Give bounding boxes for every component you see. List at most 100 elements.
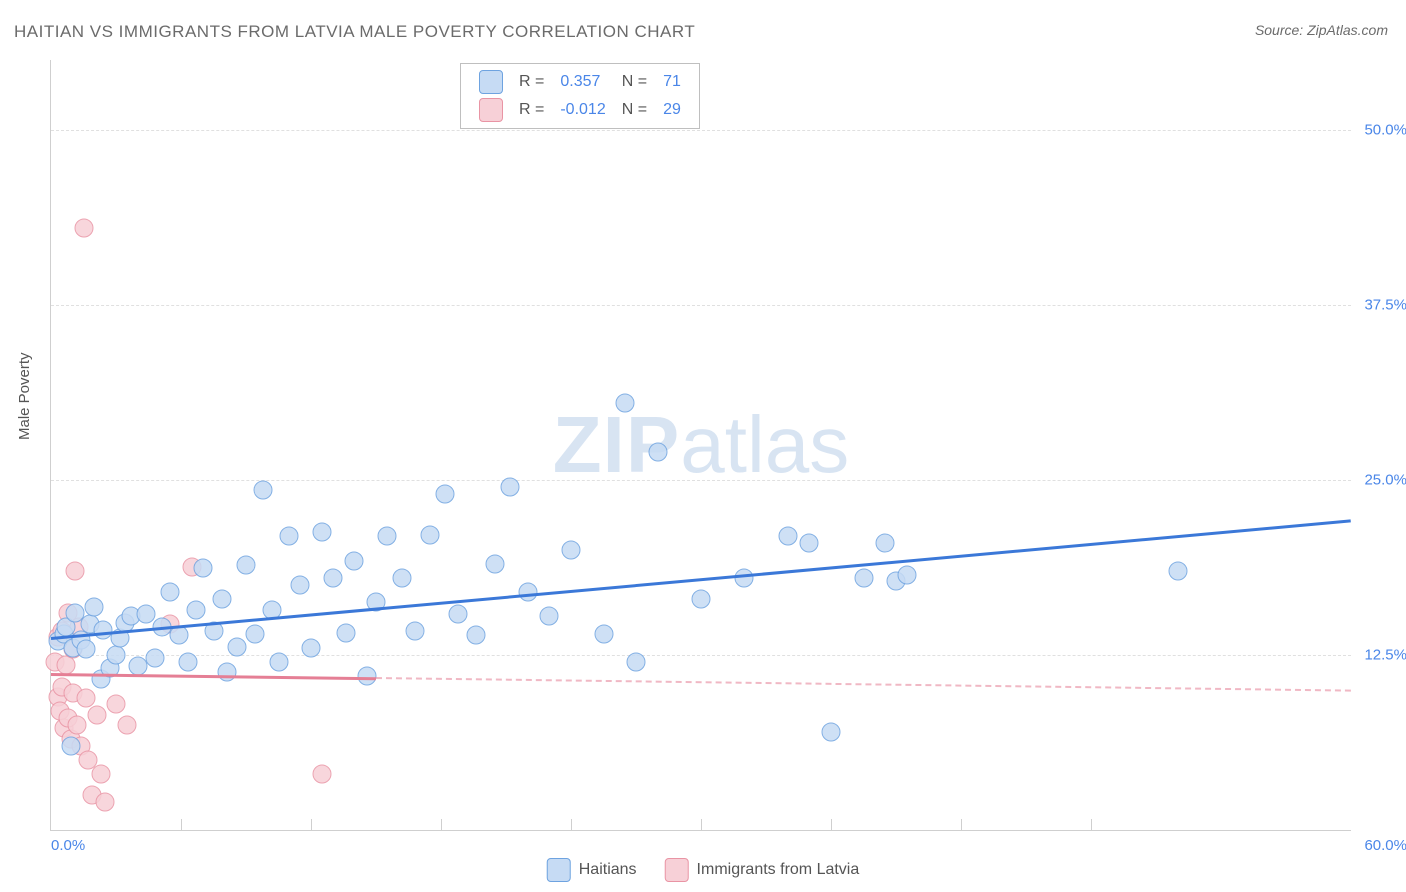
point-a <box>187 601 206 620</box>
point-a <box>377 527 396 546</box>
legend-item: Haitians <box>547 858 637 882</box>
point-b <box>74 219 93 238</box>
legend-bottom: Haitians Immigrants from Latvia <box>547 858 860 882</box>
point-a <box>1168 562 1187 581</box>
legend-n-value: 29 <box>655 96 689 124</box>
legend-swatch <box>479 98 503 122</box>
point-a <box>254 480 273 499</box>
y-tick-label: 37.5% <box>1364 297 1406 314</box>
x-tick <box>181 819 182 831</box>
point-a <box>245 625 264 644</box>
point-a <box>217 662 236 681</box>
point-a <box>406 622 425 641</box>
point-a <box>61 737 80 756</box>
y-tick-label: 50.0% <box>1364 122 1406 139</box>
legend-swatch <box>547 858 571 882</box>
point-a <box>146 648 165 667</box>
x-tick <box>1091 819 1092 831</box>
point-a <box>436 485 455 504</box>
y-tick-label: 12.5% <box>1364 647 1406 664</box>
point-a <box>128 657 147 676</box>
trendline <box>376 677 1351 692</box>
x-tick <box>961 819 962 831</box>
point-a <box>312 522 331 541</box>
gridline-h <box>51 480 1351 481</box>
gridline-h <box>51 305 1351 306</box>
point-a <box>291 576 310 595</box>
point-a <box>228 637 247 656</box>
legend-item: Immigrants from Latvia <box>665 858 860 882</box>
point-a <box>169 626 188 645</box>
point-a <box>627 653 646 672</box>
legend-n-label: N = <box>614 96 655 124</box>
point-a <box>466 626 485 645</box>
point-b <box>91 765 110 784</box>
legend-r-value: 0.357 <box>552 68 613 96</box>
point-b <box>96 793 115 812</box>
point-a <box>178 653 197 672</box>
watermark: ZIPatlas <box>553 399 849 491</box>
legend-r-value: -0.012 <box>552 96 613 124</box>
point-a <box>449 605 468 624</box>
point-b <box>117 716 136 735</box>
chart-title: HAITIAN VS IMMIGRANTS FROM LATVIA MALE P… <box>14 22 695 42</box>
point-a <box>213 590 232 609</box>
point-a <box>336 623 355 642</box>
plot-area: ZIPatlas 12.5%25.0%37.5%50.0%0.0%60.0% <box>50 60 1351 831</box>
source-label: Source: ZipAtlas.com <box>1255 22 1388 38</box>
x-min-label: 0.0% <box>51 837 85 854</box>
point-a <box>393 569 412 588</box>
point-a <box>854 569 873 588</box>
point-a <box>562 541 581 560</box>
point-a <box>345 552 364 571</box>
point-a <box>616 394 635 413</box>
point-a <box>540 606 559 625</box>
y-tick-label: 25.0% <box>1364 472 1406 489</box>
legend-r-label: R = <box>511 68 552 96</box>
point-a <box>76 640 95 659</box>
x-tick <box>441 819 442 831</box>
point-a <box>161 583 180 602</box>
point-b <box>76 689 95 708</box>
legend-n-value: 71 <box>655 68 689 96</box>
x-max-label: 60.0% <box>1364 837 1406 854</box>
point-a <box>107 646 126 665</box>
x-tick <box>311 819 312 831</box>
point-a <box>692 590 711 609</box>
point-a <box>302 639 321 658</box>
point-a <box>358 667 377 686</box>
point-a <box>85 598 104 617</box>
point-a <box>421 525 440 544</box>
point-b <box>68 716 87 735</box>
point-a <box>280 527 299 546</box>
y-axis-label: Male Poverty <box>16 352 33 440</box>
legend-correlation: R =0.357N =71 R =-0.012N =29 <box>460 63 700 129</box>
point-a <box>237 556 256 575</box>
point-a <box>501 478 520 497</box>
x-tick <box>701 819 702 831</box>
point-a <box>800 534 819 553</box>
legend-n-label: N = <box>614 68 655 96</box>
point-a <box>778 527 797 546</box>
point-a <box>648 443 667 462</box>
legend-label: Haitians <box>579 861 637 878</box>
point-a <box>897 566 916 585</box>
trendline <box>51 519 1351 639</box>
x-tick <box>571 819 572 831</box>
point-a <box>486 555 505 574</box>
point-a <box>94 620 113 639</box>
point-b <box>312 765 331 784</box>
point-a <box>594 625 613 644</box>
point-a <box>518 583 537 602</box>
point-a <box>193 559 212 578</box>
point-b <box>87 706 106 725</box>
point-a <box>876 534 895 553</box>
legend-swatch <box>479 70 503 94</box>
gridline-h <box>51 655 1351 656</box>
legend-r-label: R = <box>511 96 552 124</box>
point-a <box>269 653 288 672</box>
point-a <box>735 569 754 588</box>
legend-swatch <box>665 858 689 882</box>
point-b <box>107 695 126 714</box>
point-b <box>65 562 84 581</box>
